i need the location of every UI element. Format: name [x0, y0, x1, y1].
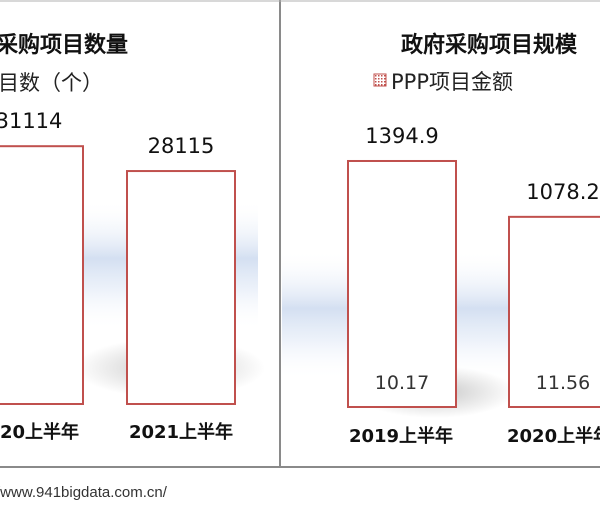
legend-swatch	[373, 73, 387, 87]
bar-value-label: 31114	[0, 109, 62, 133]
source-url: /www.941bigdata.com.cn/	[0, 484, 168, 501]
left-chart-title: 采购项目数量	[0, 32, 128, 58]
left-tick-label: 2021上半年	[129, 421, 233, 443]
bar-value-label: 1078.2	[526, 180, 599, 204]
bar-value-label: 1394.9	[365, 124, 438, 148]
bar	[126, 170, 236, 405]
bar	[0, 145, 84, 406]
bar-value-label: 28115	[148, 134, 215, 158]
right-chart-title: 政府采购项目规模	[401, 32, 578, 58]
left-tick-label: 20上半年	[0, 421, 79, 443]
left-legend-label: 目数（个）	[0, 71, 103, 95]
right-tick-label: 2019上半年	[349, 425, 453, 447]
right-tick-label: 2020上半年	[507, 425, 600, 447]
right-chart-marks: 1394.9 10.17 1078.2 11.56	[347, 124, 600, 408]
right-legend-label: PPP项目金额	[391, 70, 513, 94]
bar	[347, 159, 457, 408]
bar	[508, 215, 600, 408]
bar-inner-label: 11.56	[536, 372, 590, 394]
bar-inner-label: 10.17	[375, 372, 429, 394]
panel-project-count: 31114 28115 采购项目数量 目数（个） 20上半年 2021上半年	[0, 32, 265, 443]
left-chart-marks: 31114 28115	[0, 109, 236, 406]
